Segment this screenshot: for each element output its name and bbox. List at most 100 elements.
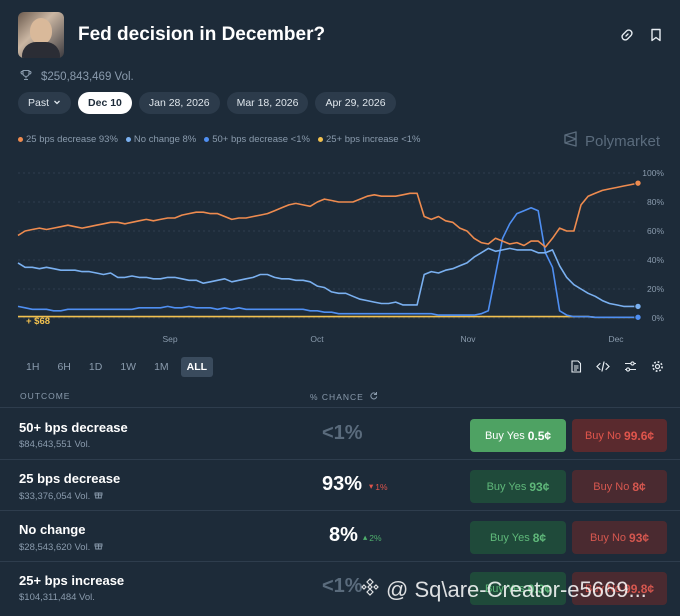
y-tick-label: 100% bbox=[642, 168, 664, 178]
legend-label: 25+ bps increase <1% bbox=[325, 134, 421, 145]
range-label: 1H bbox=[26, 361, 40, 373]
market-header: Fed decision in December? bbox=[18, 12, 325, 58]
tab-jan-28[interactable]: Jan 28, 2026 bbox=[138, 92, 220, 114]
trophy-icon bbox=[20, 69, 32, 84]
outcome-volume-text: $84,643,551 Vol. bbox=[19, 439, 91, 450]
buy-no-button[interactable]: Buy No 8¢ bbox=[572, 470, 667, 503]
watermark: @ Sq\are-Creator-e5669... bbox=[360, 577, 647, 603]
legend-dot bbox=[125, 137, 131, 142]
outcome-chance: 8% bbox=[329, 524, 358, 546]
legend-dot bbox=[317, 137, 323, 142]
series-line bbox=[18, 315, 638, 319]
gear-icon[interactable] bbox=[651, 360, 664, 373]
buy-yes-label: Buy Yes bbox=[484, 582, 525, 595]
outcome-row[interactable]: 25+ bps increase $104,311,484 Vol. <1% B… bbox=[0, 562, 680, 613]
refresh-icon[interactable] bbox=[369, 391, 378, 402]
series-endpoint bbox=[634, 302, 642, 311]
gift-icon bbox=[94, 541, 103, 553]
chance-delta-up: ▴ 2% bbox=[363, 532, 382, 543]
buy-no-label: Buy No bbox=[593, 480, 630, 493]
outcome-volume: $28,543,620 Vol. bbox=[19, 541, 103, 553]
volume-text: $250,843,469 Vol. bbox=[41, 70, 134, 83]
buy-no-label: Buy No bbox=[589, 531, 627, 544]
header-actions bbox=[620, 28, 662, 42]
brand-logo: Polymarket bbox=[563, 131, 660, 151]
tab-past[interactable]: Past bbox=[18, 92, 72, 114]
code-icon[interactable] bbox=[596, 360, 610, 373]
range-label: ALL bbox=[186, 361, 208, 373]
tab-apr-29[interactable]: Apr 29, 2026 bbox=[315, 92, 396, 114]
bookmark-icon[interactable] bbox=[650, 28, 662, 42]
buy-yes-button[interactable]: Buy Yes 0.3¢ bbox=[470, 572, 566, 605]
chart-tools bbox=[570, 360, 664, 373]
tab-label: Apr 29, 2026 bbox=[325, 97, 386, 109]
date-tabs: Past Dec 10 Jan 28, 2026 Mar 18, 2026 Ap… bbox=[18, 92, 396, 114]
buy-yes-label: Buy Yes bbox=[489, 531, 530, 544]
gift-icon bbox=[94, 490, 103, 502]
outcome-name: 25 bps decrease bbox=[19, 471, 121, 486]
range-1m[interactable]: 1M bbox=[148, 357, 175, 377]
buy-no-button[interactable]: Buy No 99.6¢ bbox=[572, 419, 667, 452]
legend-label: 25 bps decrease 93% bbox=[26, 134, 118, 145]
outcome-volume: $84,643,551 Vol. bbox=[19, 439, 90, 450]
legend-dot bbox=[204, 137, 210, 142]
y-tick-label: 80% bbox=[647, 197, 664, 207]
binance-icon bbox=[360, 577, 380, 603]
buy-yes-label: Buy Yes bbox=[484, 429, 525, 442]
range-1d[interactable]: 1D bbox=[83, 357, 108, 377]
buy-yes-price: 8¢ bbox=[532, 530, 547, 545]
chance-delta-value: 2% bbox=[369, 532, 382, 543]
range-6h[interactable]: 6H bbox=[51, 357, 76, 377]
tab-mar-18[interactable]: Mar 18, 2026 bbox=[226, 92, 309, 114]
outcome-chance: <1% bbox=[322, 575, 363, 597]
x-tick-label: Nov bbox=[460, 334, 476, 344]
polymarket-icon bbox=[563, 131, 579, 151]
buy-no-button[interactable]: Buy No 99.8¢ bbox=[572, 572, 667, 605]
range-1w[interactable]: 1W bbox=[114, 357, 142, 377]
buy-yes-button[interactable]: Buy Yes 0.5¢ bbox=[470, 419, 566, 452]
x-tick-label: Dec bbox=[608, 334, 624, 344]
sliders-icon[interactable] bbox=[624, 360, 637, 373]
y-tick-label: 40% bbox=[647, 255, 664, 265]
buy-yes-button[interactable]: Buy Yes 8¢ bbox=[470, 521, 566, 554]
outcome-chance: 93% bbox=[322, 473, 363, 495]
tab-label: Mar 18, 2026 bbox=[236, 97, 299, 109]
legend-dot bbox=[18, 137, 23, 142]
range-label: 1M bbox=[154, 361, 169, 373]
legend-label: 50+ bps decrease <1% bbox=[212, 134, 310, 145]
buy-yes-price: 0.3¢ bbox=[527, 581, 552, 596]
series-endpoint bbox=[634, 313, 642, 321]
outcome-volume-text: $28,543,620 Vol. bbox=[19, 541, 91, 553]
chart-annotation: + $68 bbox=[26, 316, 50, 327]
y-tick-label: 60% bbox=[647, 226, 664, 236]
column-outcome: OUTCOME bbox=[20, 391, 71, 401]
range-1h[interactable]: 1H bbox=[20, 357, 45, 377]
outcome-row[interactable]: No change $28,543,620 Vol. 8% ▴ 2% Buy Ye… bbox=[0, 511, 680, 562]
tab-label: Jan 28, 2026 bbox=[148, 97, 210, 109]
tab-dec-10[interactable]: Dec 10 bbox=[78, 92, 132, 114]
outcome-volume-text: $104,311,484 Vol. bbox=[19, 592, 95, 603]
document-icon[interactable] bbox=[570, 360, 582, 373]
series-line bbox=[17, 182, 639, 248]
range-all[interactable]: ALL bbox=[180, 357, 214, 377]
legend-label: No change 8% bbox=[133, 134, 197, 145]
chevron-down-icon bbox=[53, 97, 61, 109]
range-label: 1D bbox=[88, 361, 103, 373]
outcome-volume: $33,376,054 Vol. bbox=[19, 490, 103, 502]
tab-label: Dec 10 bbox=[88, 97, 122, 109]
column-chance-label: % CHANCE bbox=[310, 391, 364, 402]
buy-yes-button[interactable]: Buy Yes 93¢ bbox=[470, 470, 566, 503]
outcome-name: 25+ bps increase bbox=[19, 573, 125, 588]
outcome-row[interactable]: 25 bps decrease $33,376,054 Vol. 93% ▾ 1%… bbox=[0, 460, 680, 511]
buy-no-price: 93¢ bbox=[629, 530, 650, 545]
arrow-down-icon: ▾ bbox=[369, 481, 374, 491]
link-icon[interactable] bbox=[620, 28, 634, 42]
legend-item: 25+ bps increase <1% bbox=[317, 134, 421, 145]
price-chart: 100% 80% 60% 40% 20% 0% Sep Oct Nov Dec + $68 bbox=[17, 168, 664, 344]
buy-no-price: 8¢ bbox=[632, 479, 646, 494]
legend-item: No change 8% bbox=[125, 134, 197, 145]
buy-no-button[interactable]: Buy No 93¢ bbox=[572, 521, 667, 554]
series-line bbox=[17, 247, 638, 308]
outcome-row[interactable]: 50+ bps decrease $84,643,551 Vol. <1% Bu… bbox=[0, 409, 680, 460]
series-line bbox=[17, 206, 638, 319]
